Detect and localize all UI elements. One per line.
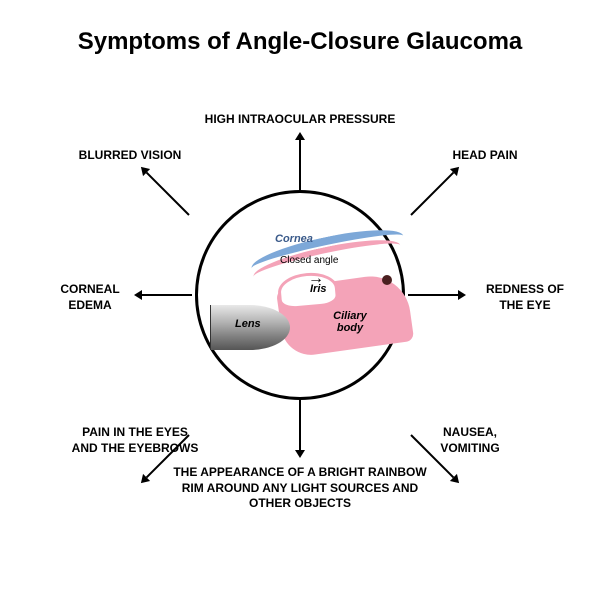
arrow-top-left xyxy=(146,172,190,216)
symptom-bottom: THE APPEARANCE OF A BRIGHT RAINBOW RIM A… xyxy=(170,465,430,512)
ciliary-body-text: Ciliary body xyxy=(333,310,367,334)
arrow-bottom xyxy=(299,400,301,450)
arrow-top xyxy=(299,140,301,190)
cornea-label: Cornea xyxy=(275,233,313,245)
closed-angle-text: Closed angle xyxy=(280,255,338,266)
symptom-top: HIGH INTRAOCULAR PRESSURE xyxy=(190,112,410,128)
iris-label: Iris xyxy=(310,283,327,295)
ciliary-body-label: Ciliary body xyxy=(325,310,375,334)
arrow-top-right xyxy=(410,172,454,216)
closed-angle-label: Closed angle xyxy=(280,255,338,266)
symptom-top-left: BLURRED VISION xyxy=(70,148,190,164)
arrow-right xyxy=(408,294,458,296)
symptom-bottom-left: PAIN IN THE EYES AND THE EYEBROWS xyxy=(70,425,200,456)
symptom-left: CORNEAL EDEMA xyxy=(50,282,130,313)
eye-diagram: Cornea Closed angle → Iris Lens Ciliary … xyxy=(220,225,400,365)
arrow-left xyxy=(142,294,192,296)
symptom-right: REDNESS OF THE EYE xyxy=(475,282,575,313)
lens-label: Lens xyxy=(235,318,261,330)
symptom-bottom-right: NAUSEA, VOMITING xyxy=(420,425,520,456)
page-title: Symptoms of Angle-Closure Glaucoma xyxy=(0,28,600,56)
tissue-dot xyxy=(382,275,392,285)
symptom-top-right: HEAD PAIN xyxy=(435,148,535,164)
